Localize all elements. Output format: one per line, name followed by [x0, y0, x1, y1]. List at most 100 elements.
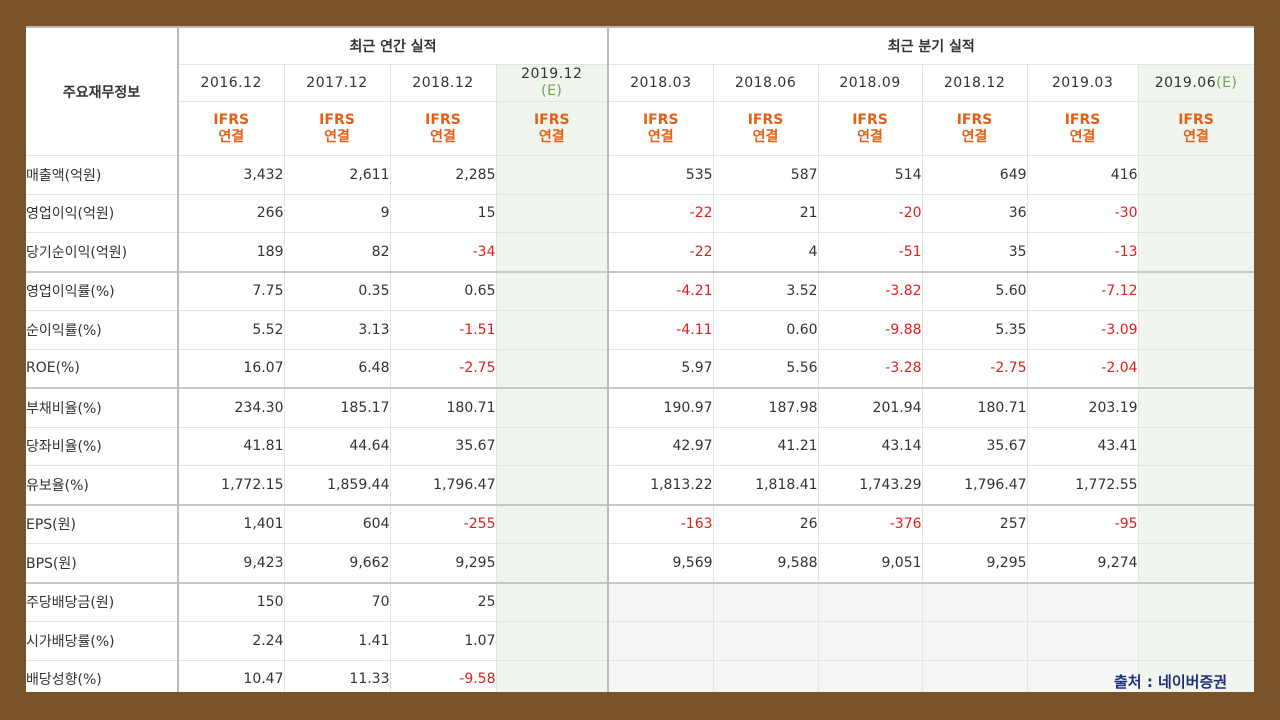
- table-cell: [1138, 621, 1254, 661]
- period-label: 2018.06: [734, 75, 797, 91]
- table-cell: 16.07: [178, 349, 285, 389]
- table-cell: -22: [608, 232, 714, 272]
- row-label: ROE(%): [26, 349, 179, 389]
- period-header-4: 2018.03: [608, 64, 714, 102]
- table-cell: 649: [922, 155, 1028, 195]
- ifrs-label: IFRS: [956, 111, 993, 128]
- table-cell: [1138, 194, 1254, 233]
- table-cell: [713, 660, 819, 692]
- table-cell: [818, 621, 923, 661]
- table-cell: [1138, 349, 1254, 389]
- table-cell: 43.41: [1027, 427, 1139, 466]
- table-cell: 0.65: [390, 270, 497, 311]
- table-cell: 5.97: [608, 349, 714, 389]
- table-row: ROE(%) 16.07 6.48 -2.75 5.97 5.56 -3.28 -2.75 -2…: [26, 349, 1254, 389]
- table-cell: 187.98: [713, 387, 819, 428]
- table-cell: -51: [818, 232, 923, 272]
- estimate-label: (E): [1216, 75, 1238, 91]
- period-header-2: 2018.12: [390, 64, 497, 102]
- table-cell: 9,051: [818, 543, 923, 583]
- consolidated-label: 연결: [324, 128, 350, 145]
- period-header-8: 2019.03: [1027, 64, 1139, 102]
- table-cell: 70: [284, 581, 391, 622]
- table-cell: [1027, 660, 1139, 692]
- quarterly-group-header: 최근 분기 실적: [608, 26, 1254, 65]
- period-header-7: 2018.12: [922, 64, 1028, 102]
- row-label: 시가배당률(%): [26, 621, 179, 661]
- table-cell: 35: [922, 232, 1028, 272]
- period-label: 2018.03: [630, 75, 692, 91]
- table-cell: 1.41: [284, 621, 391, 661]
- consolidated-label: 연결: [857, 128, 883, 145]
- table-cell: [922, 621, 1028, 661]
- table-cell: 26: [713, 503, 819, 544]
- table-cell: 9,295: [922, 543, 1028, 583]
- table-cell: 43.14: [818, 427, 923, 466]
- period-label: 2016.12: [200, 75, 262, 91]
- table-cell: 190.97: [608, 387, 714, 428]
- period-label: 2019.06: [1154, 75, 1217, 91]
- period-header-row: 2016.12 2017.12 2018.12 2019.12 (E) 2018.03 20…: [26, 64, 1254, 102]
- consolidated-label: 연결: [647, 128, 674, 145]
- table-cell: 2,611: [284, 155, 391, 195]
- table-cell: [922, 581, 1028, 622]
- table-cell: 587: [713, 155, 819, 195]
- source-label: 출처 : 네이버증권: [1114, 673, 1228, 691]
- consolidated-label: 연결: [430, 128, 456, 145]
- table-cell: [922, 660, 1028, 692]
- row-label: 배당성향(%): [26, 660, 179, 692]
- row-label: 부채비율(%): [26, 387, 179, 428]
- table-row: EPS(원) 1,401 604 -255 -163 26 -376 257 -95: [26, 503, 1254, 544]
- table-cell: 257: [922, 503, 1028, 544]
- table-cell: -3.09: [1027, 310, 1139, 350]
- period-header-5: 2018.06: [713, 64, 819, 102]
- table-cell: [608, 581, 714, 622]
- table-cell: 0.60: [713, 310, 819, 350]
- table-cell: -3.82: [818, 270, 923, 311]
- corner-header: 주요재무정보: [26, 26, 179, 156]
- table-row: 영업이익(억원) 266 9 15 -22 21 -20 36 -30: [26, 194, 1254, 233]
- table-cell: 180.71: [390, 387, 497, 428]
- table-cell: -7.12: [1027, 270, 1139, 311]
- table-cell: 3.13: [284, 310, 391, 350]
- table-cell: 10.47: [178, 660, 285, 692]
- table-row: 당기순이익(억원) 189 82 -34 -22 4 -51 35 -13: [26, 232, 1254, 272]
- ifrs-label: IFRS: [642, 111, 679, 128]
- table-cell: 514: [818, 155, 923, 195]
- consolidated-label: 연결: [752, 128, 779, 145]
- ifrs-header-0: IFRS 연결: [178, 101, 285, 156]
- table-cell: [1138, 503, 1254, 544]
- ifrs-label: IFRS: [1064, 111, 1101, 128]
- table-row: 매출액(억원) 3,432 2,611 2,285 535 587 514 649 416: [26, 155, 1254, 195]
- table-cell: 1,859.44: [284, 465, 391, 505]
- table-cell: -255: [390, 503, 497, 544]
- table-cell: -4.11: [608, 310, 714, 350]
- period-label: 2017.12: [306, 75, 368, 91]
- row-label: BPS(원): [26, 543, 179, 583]
- row-label: 유보율(%): [26, 465, 179, 505]
- financial-summary-table: 주요재무정보 최근 연간 실적 최근 분기 실적 2016.12 2017.12 2…: [26, 26, 1254, 692]
- table-cell: 35.67: [922, 427, 1028, 466]
- ifrs-header-1: IFRS 연결: [284, 101, 391, 156]
- table-cell: [1138, 270, 1254, 311]
- table-cell: -30: [1027, 194, 1139, 233]
- table-cell: [1027, 621, 1139, 661]
- table-cell: 42.97: [608, 427, 714, 466]
- table-cell: [496, 310, 610, 350]
- ifrs-header-6: IFRS 연결: [818, 101, 923, 156]
- table-cell: [496, 621, 610, 661]
- period-label: 2018.12: [943, 75, 1006, 91]
- table-row: 시가배당률(%) 2.24 1.41 1.07: [26, 621, 1254, 661]
- table-cell: [1027, 581, 1139, 622]
- table-cell: [496, 465, 610, 505]
- table-row: 순이익률(%) 5.52 3.13 -1.51 -4.11 0.60 -9.88 5.35 -3…: [26, 310, 1254, 350]
- table-cell: 2,285: [390, 155, 497, 195]
- table-cell: 1.07: [390, 621, 497, 661]
- period-header-0: 2016.12: [178, 64, 285, 102]
- table-cell: [713, 621, 819, 661]
- table-cell: 1,772.15: [178, 465, 285, 505]
- table-cell: 5.35: [922, 310, 1028, 350]
- table-cell: [496, 232, 610, 272]
- table-cell: 150: [178, 581, 285, 622]
- table-cell: -2.04: [1027, 349, 1139, 389]
